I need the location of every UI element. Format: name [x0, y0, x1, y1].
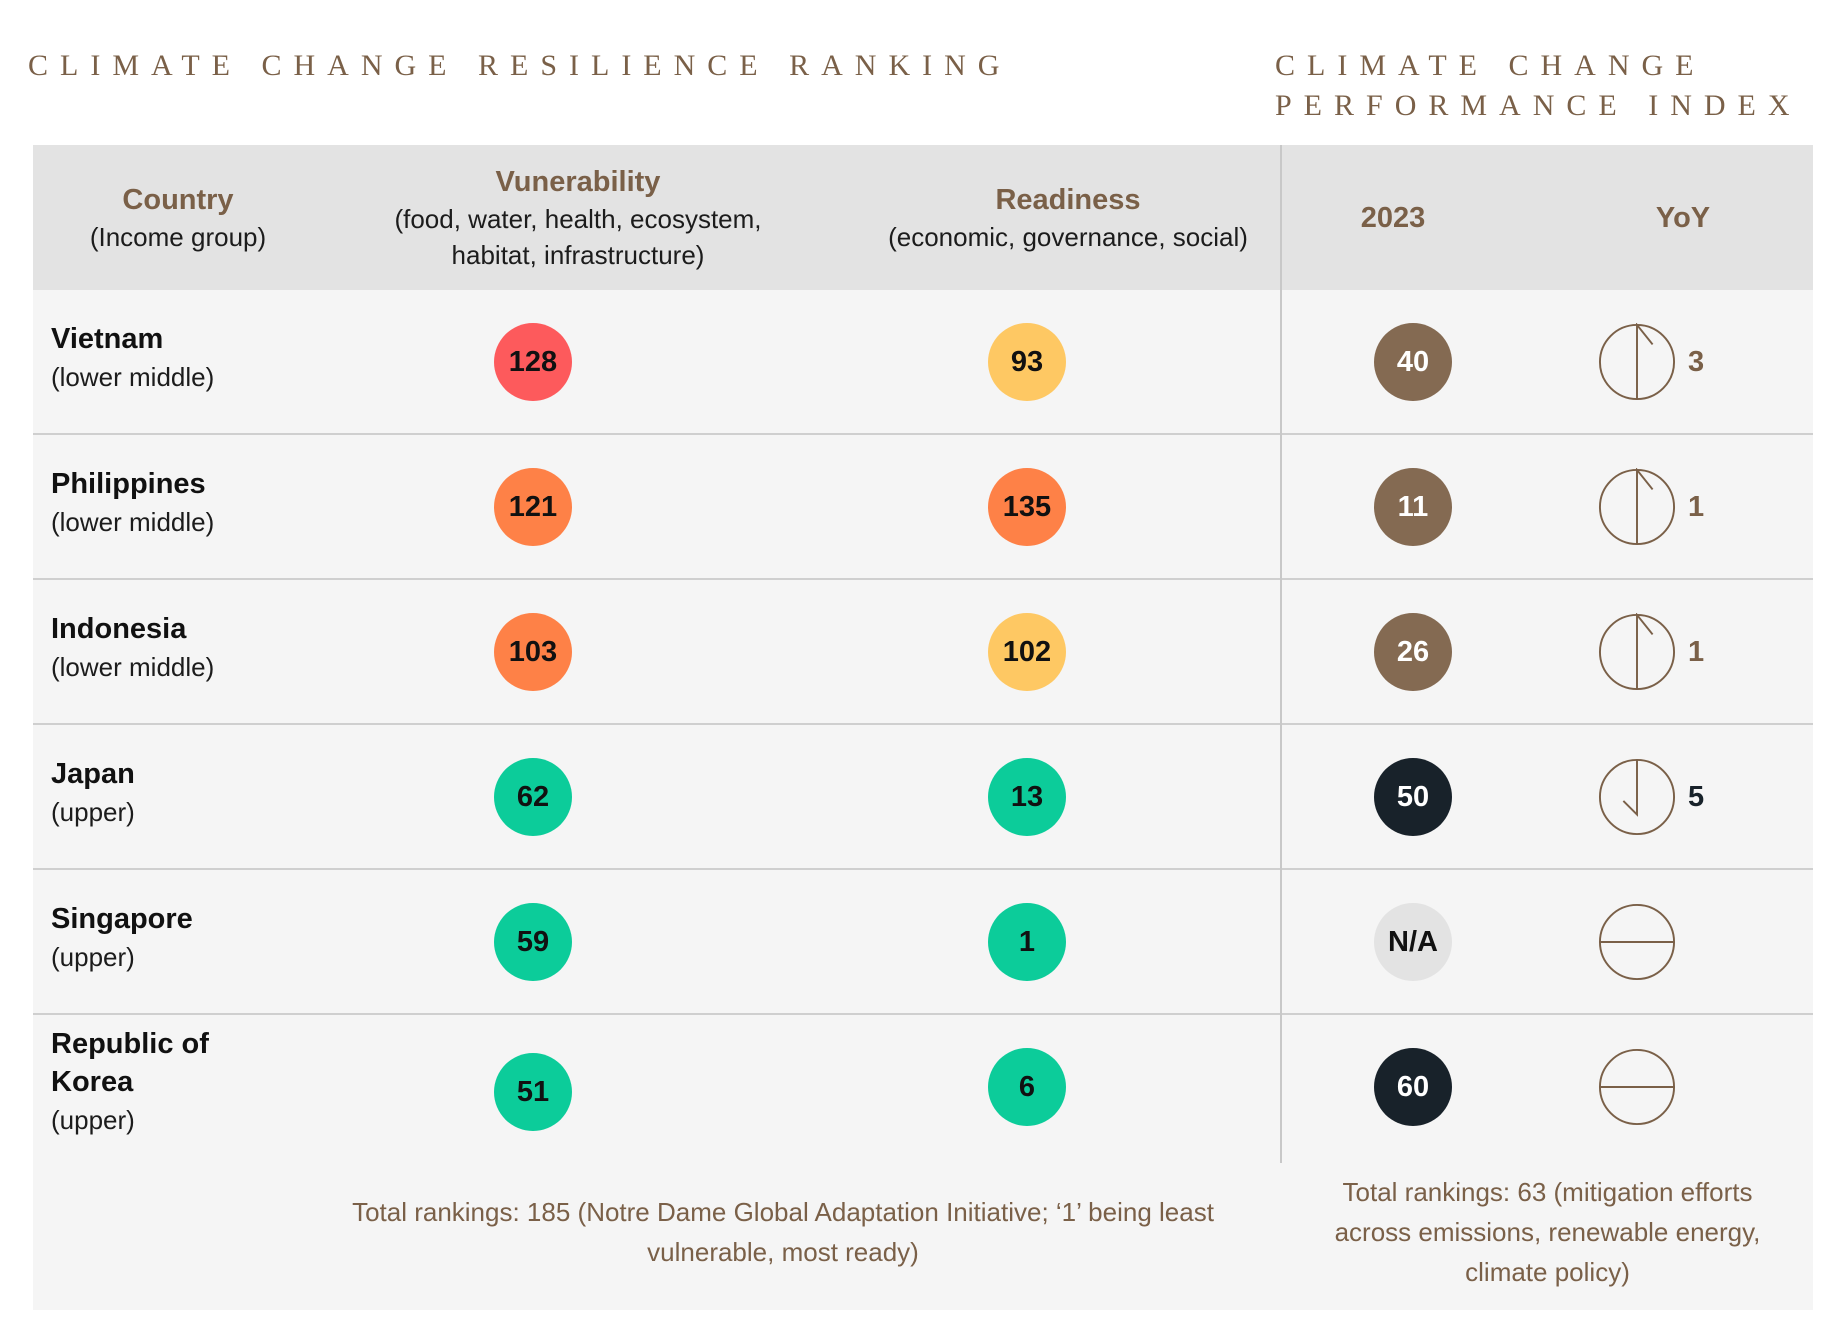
- ranking-table: Country (Income group) Vunerability (foo…: [33, 145, 1813, 1310]
- vulnerability-rank-badge: 59: [494, 903, 572, 981]
- income-group: (lower middle): [51, 362, 215, 392]
- performance-index-title: CLIMATE CHANGE PERFORMANCE INDEX: [1275, 46, 1802, 126]
- country-cell: Republic of Korea (upper): [51, 1025, 331, 1139]
- country-name: Vietnam: [51, 323, 164, 355]
- header-yoy-label: YoY: [1655, 201, 1711, 234]
- country-name: Indonesia: [51, 613, 187, 645]
- income-group: (upper): [51, 797, 135, 827]
- row-divider: [33, 433, 1813, 435]
- country-cell: Japan (upper): [51, 755, 331, 831]
- country-name: Philippines: [51, 468, 206, 500]
- vulnerability-rank-badge: 128: [494, 323, 572, 401]
- income-group: (upper): [51, 942, 135, 972]
- up-arrow-circle-icon: [1598, 468, 1676, 546]
- header-year: 2023: [1333, 145, 1453, 290]
- yoy-change-value: 1: [1688, 636, 1705, 668]
- row-divider: [33, 723, 1813, 725]
- ccpi-rank-badge: 40: [1374, 323, 1452, 401]
- readiness-rank-badge: 1: [988, 903, 1066, 981]
- table-row: Singapore (upper) 59 1 N/A: [33, 870, 1813, 1015]
- footnote-resilience-line2: vulnerable, most ready): [647, 1237, 919, 1267]
- country-name-line2: Korea: [51, 1066, 134, 1098]
- no-change-circle-icon: [1598, 903, 1676, 981]
- down-arrow-circle-icon: [1598, 758, 1676, 836]
- header-vulnerability-sub2: habitat, infrastructure): [451, 239, 705, 270]
- country-name: Singapore: [51, 903, 193, 935]
- ccpi-rank-badge: 50: [1374, 758, 1452, 836]
- table-row: Indonesia (lower middle) 103 102 26 1: [33, 580, 1813, 725]
- table-row: Vietnam (lower middle) 128 93 40 3: [33, 290, 1813, 435]
- readiness-rank-badge: 135: [988, 468, 1066, 546]
- header-vulnerability-sub1: (food, water, health, ecosystem,: [394, 203, 762, 234]
- footnote-performance-line2: across emissions, renewable energy,: [1334, 1217, 1761, 1247]
- country-cell: Singapore (upper): [51, 900, 331, 976]
- ccpi-rank-badge: 60: [1374, 1048, 1452, 1126]
- country-cell: Vietnam (lower middle): [51, 320, 331, 396]
- header-vulnerability: Vunerability (food, water, health, ecosy…: [323, 145, 833, 290]
- ccpi-rank-badge: 26: [1374, 613, 1452, 691]
- readiness-rank-badge: 13: [988, 758, 1066, 836]
- header-readiness-label: Readiness: [995, 183, 1141, 216]
- readiness-rank-badge: 93: [988, 323, 1066, 401]
- performance-index-title-line2: PERFORMANCE INDEX: [1275, 89, 1802, 122]
- table-header: Country (Income group) Vunerability (foo…: [33, 145, 1813, 290]
- footnote-performance-line1: Total rankings: 63 (mitigation efforts: [1342, 1177, 1753, 1207]
- table-row: Japan (upper) 62 13 50 5: [33, 725, 1813, 870]
- ccpi-rank-badge: 11: [1374, 468, 1452, 546]
- column-divider: [1280, 145, 1282, 1163]
- country-cell: Philippines (lower middle): [51, 465, 331, 541]
- yoy-change-value: 5: [1688, 781, 1705, 813]
- row-divider: [33, 578, 1813, 580]
- income-group: (lower middle): [51, 507, 215, 537]
- header-readiness: Readiness (economic, governance, social): [813, 145, 1323, 290]
- table-row: Philippines (lower middle) 121 135 11 1: [33, 435, 1813, 580]
- footnote-resilience: Total rankings: 185 (Notre Dame Global A…: [333, 1192, 1233, 1272]
- resilience-ranking-title: CLIMATE CHANGE RESILIENCE RANKING: [28, 49, 1012, 82]
- up-arrow-circle-icon: [1598, 323, 1676, 401]
- country-name: Japan: [51, 758, 135, 790]
- income-group: (lower middle): [51, 652, 215, 682]
- performance-index-title-line1: CLIMATE CHANGE: [1275, 49, 1706, 82]
- ccpi-rank-badge: N/A: [1374, 903, 1452, 981]
- row-divider: [33, 868, 1813, 870]
- header-yoy: YoY: [1633, 145, 1733, 290]
- readiness-rank-badge: 102: [988, 613, 1066, 691]
- header-country: Country (Income group): [63, 145, 293, 290]
- vulnerability-rank-badge: 51: [494, 1053, 572, 1131]
- vulnerability-rank-badge: 103: [494, 613, 572, 691]
- table-row: Republic of Korea (upper) 51 6 60: [33, 1015, 1813, 1175]
- up-arrow-circle-icon: [1598, 613, 1676, 691]
- footnote-performance: Total rankings: 63 (mitigation efforts a…: [1295, 1172, 1800, 1292]
- header-readiness-sub: (economic, governance, social): [888, 221, 1248, 252]
- footnote-resilience-line1: Total rankings: 185 (Notre Dame Global A…: [352, 1197, 1214, 1227]
- header-country-sub: (Income group): [89, 221, 267, 252]
- yoy-change-value: 1: [1688, 491, 1705, 523]
- vulnerability-rank-badge: 121: [494, 468, 572, 546]
- country-name: Republic of: [51, 1028, 209, 1060]
- header-vulnerability-label: Vunerability: [495, 165, 661, 198]
- no-change-circle-icon: [1598, 1048, 1676, 1126]
- readiness-rank-badge: 6: [988, 1048, 1066, 1126]
- footnote-performance-line3: climate policy): [1465, 1257, 1630, 1287]
- row-divider: [33, 1013, 1813, 1015]
- yoy-change-value: 3: [1688, 346, 1705, 378]
- vulnerability-rank-badge: 62: [494, 758, 572, 836]
- header-year-label: 2023: [1360, 201, 1426, 234]
- income-group: (upper): [51, 1105, 135, 1135]
- header-country-label: Country: [122, 183, 234, 216]
- country-cell: Indonesia (lower middle): [51, 610, 331, 686]
